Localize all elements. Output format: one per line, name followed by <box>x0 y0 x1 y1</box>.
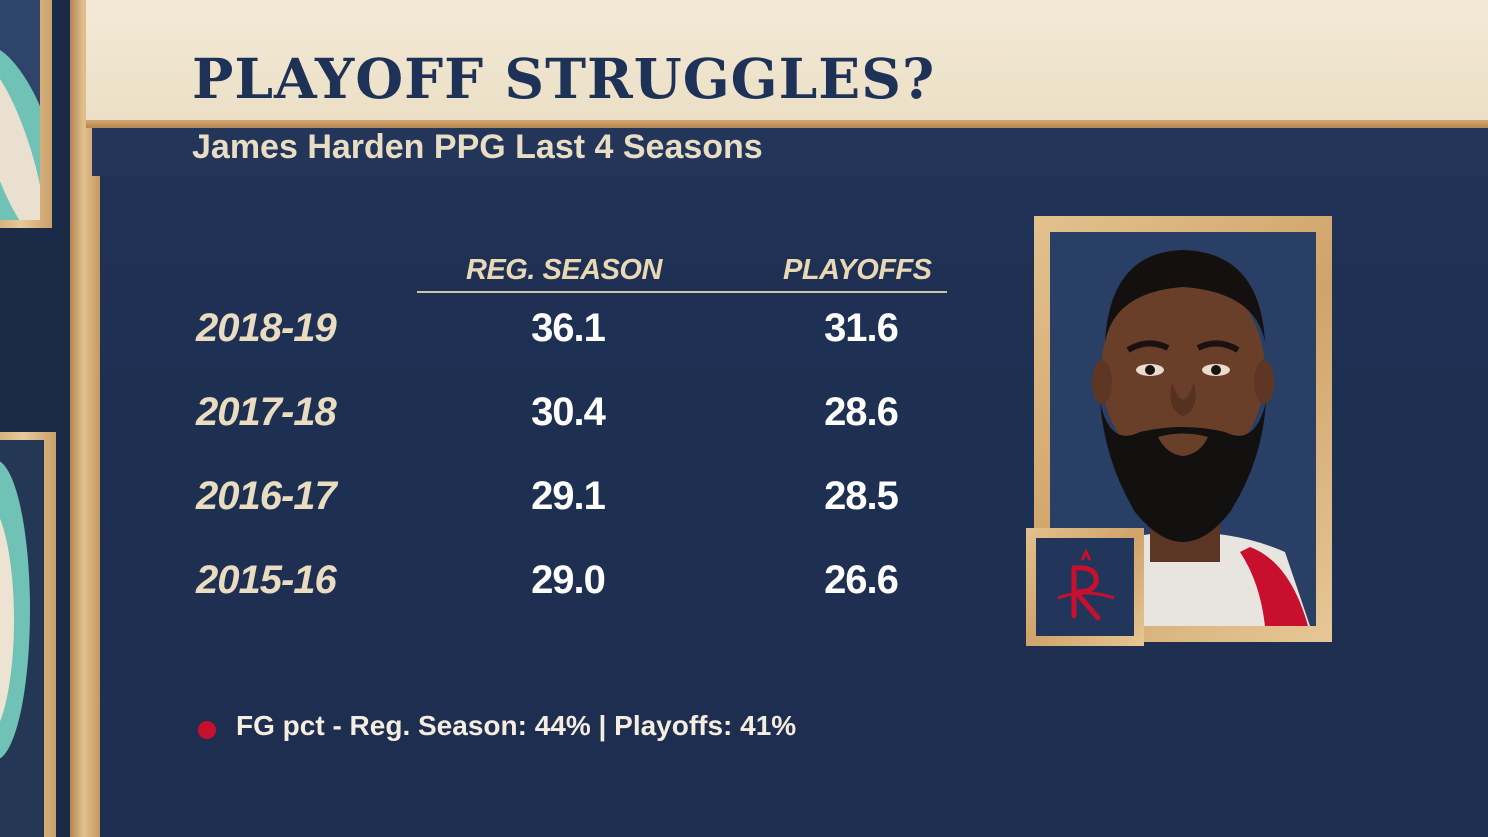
reg-season-value: 30.4 <box>531 390 606 434</box>
playoffs-value: 28.6 <box>824 390 899 434</box>
table-row: 2017-18 30.4 28.6 <box>0 390 1000 450</box>
decor-frame-top <box>0 0 52 228</box>
playoffs-value: 28.5 <box>824 474 899 518</box>
season-label: 2015-16 <box>196 558 337 602</box>
team-logo-frame <box>1026 528 1144 646</box>
season-label: 2016-17 <box>196 474 337 518</box>
table-row: 2015-16 29.0 26.6 <box>0 558 1000 618</box>
season-label: 2017-18 <box>196 390 337 434</box>
subtitle-band <box>92 128 1488 176</box>
page-title: PLAYOFF STRUGGLES? <box>192 46 936 111</box>
bullet-dot-icon <box>198 721 216 739</box>
playoffs-value: 31.6 <box>824 306 899 350</box>
table-row: 2016-17 29.1 28.5 <box>0 474 1000 534</box>
reg-season-value: 29.1 <box>531 474 606 518</box>
table-row: 2018-19 36.1 31.6 <box>0 306 1000 366</box>
footnote: FG pct - Reg. Season: 44% | Playoffs: 41… <box>236 710 797 741</box>
column-header-rule <box>417 291 947 293</box>
column-header-playoffs: PLAYOFFS <box>783 254 932 286</box>
reg-season-value: 29.0 <box>531 558 606 602</box>
page-subtitle: James Harden PPG Last 4 Seasons <box>192 128 763 166</box>
header-divider <box>86 120 1488 128</box>
decor-frame-bottom <box>0 432 56 837</box>
header-banner <box>86 0 1488 120</box>
reg-season-value: 36.1 <box>531 306 606 350</box>
column-header-reg-season: REG. SEASON <box>466 254 662 286</box>
rockets-logo-icon <box>1057 548 1115 621</box>
season-label: 2018-19 <box>196 306 337 350</box>
playoffs-value: 26.6 <box>824 558 899 602</box>
